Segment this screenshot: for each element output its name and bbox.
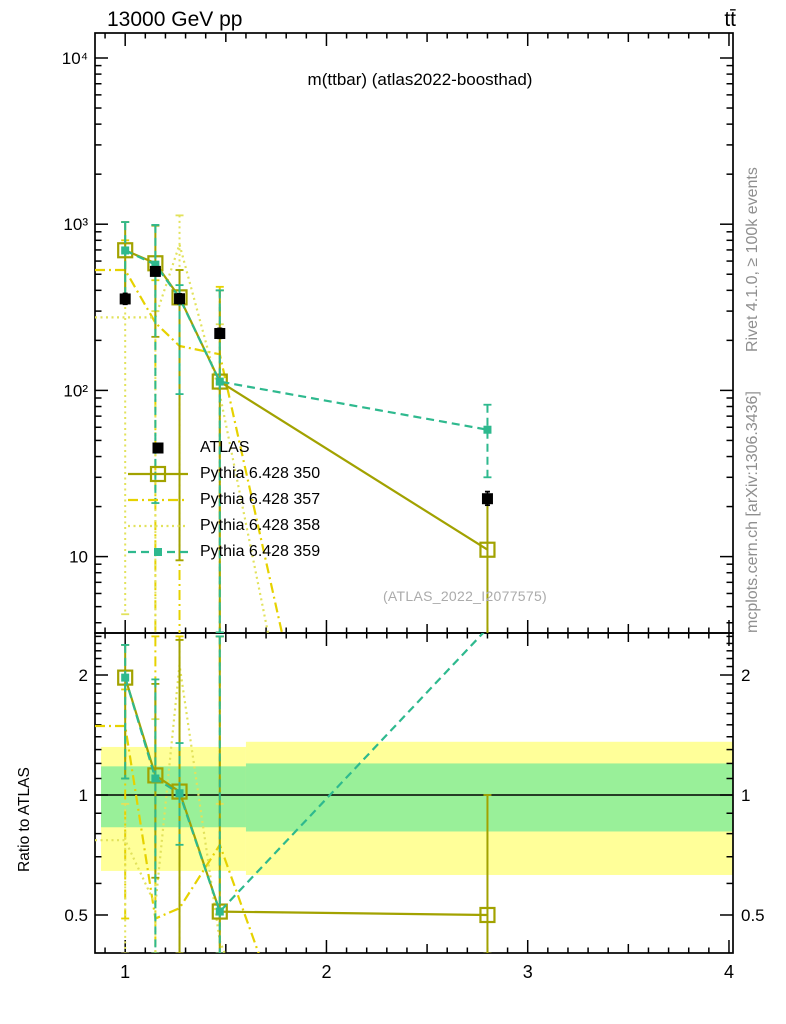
x-tick-label: 3 [523,962,533,982]
rivet-version-note: Rivet 4.1.0, ≥ 100k events [744,167,761,352]
marker [117,242,134,259]
legend-label-pythia-358: Pythia 6.428 358 [200,517,321,534]
marker [151,260,160,269]
marker [479,541,496,558]
analysis-watermark: (ATLAS_2022_I2077575) [382,588,548,604]
series-line [95,268,284,633]
series-pythia-6-428-359-ratio [121,633,485,953]
main-panel-frame [94,32,734,634]
legend-label-pythia-357: Pythia 6.428 357 [200,491,321,508]
ratio-y-tick-label: 0.5 [64,906,88,925]
main-y-tick-label: 10 [69,548,88,567]
x-tick-label: 4 [724,962,734,982]
marker [211,903,228,920]
legend [128,442,188,556]
ratio-y-tick-label: 2 [79,666,88,685]
axis-tick-labels: 10⁴ 10³ 10² 10 2 2 1 1 0.5 0.5 1 2 3 4 [62,49,765,982]
beam-energy-title: 13000 GeV pp [107,8,243,31]
band-green-1 [245,763,733,832]
process-title: tt̄ [724,8,736,31]
main-y-tick-label: 10⁴ [62,49,88,68]
series-pythia-6-428-350-main [117,221,496,633]
marker [215,377,224,386]
series-line [95,240,270,633]
marker [149,265,161,277]
axis-ticks [95,33,733,953]
ratio-uncertainty-bands [95,741,733,875]
main-y-tick-label: 10² [63,381,88,400]
marker [121,246,130,255]
series-atlas-main [119,265,493,507]
plot-title: m(ttbar) (atlas2022-boosthad) [307,70,533,89]
series-line [95,724,260,953]
marker [149,465,167,483]
marker [214,327,226,339]
marker [481,493,493,505]
marker [483,425,492,434]
series-pythia-6-428-359-main [121,221,492,633]
ratio-panel-frame [94,632,734,954]
ratio-y-tick-label-right: 1 [741,786,750,805]
panel-frames [94,32,734,954]
marker [121,673,130,682]
marker [174,293,186,305]
x-tick-label: 2 [321,962,331,982]
marker [175,789,184,798]
mcplots-arxiv-note: mcplots.cern.ch [arXiv:1306.3436] [744,391,761,633]
main-y-tick-label: 10³ [63,215,88,234]
ratio-axis-label: Ratio to ATLAS [16,767,33,872]
ratio-y-tick-label: 1 [79,786,88,805]
legend-label-atlas: ATLAS [200,439,250,456]
x-tick-label: 1 [120,962,130,982]
marker [154,548,162,556]
marker [152,442,164,454]
marker [479,906,496,924]
marker [119,293,131,305]
marker [215,907,224,916]
ratio-y-tick-label-right: 0.5 [741,906,765,925]
legend-label-pythia-359: Pythia 6.428 359 [200,543,321,560]
legend-label-pythia-350: Pythia 6.428 350 [200,465,321,482]
ratio-y-tick-label-right: 2 [741,666,750,685]
marker [151,774,160,783]
